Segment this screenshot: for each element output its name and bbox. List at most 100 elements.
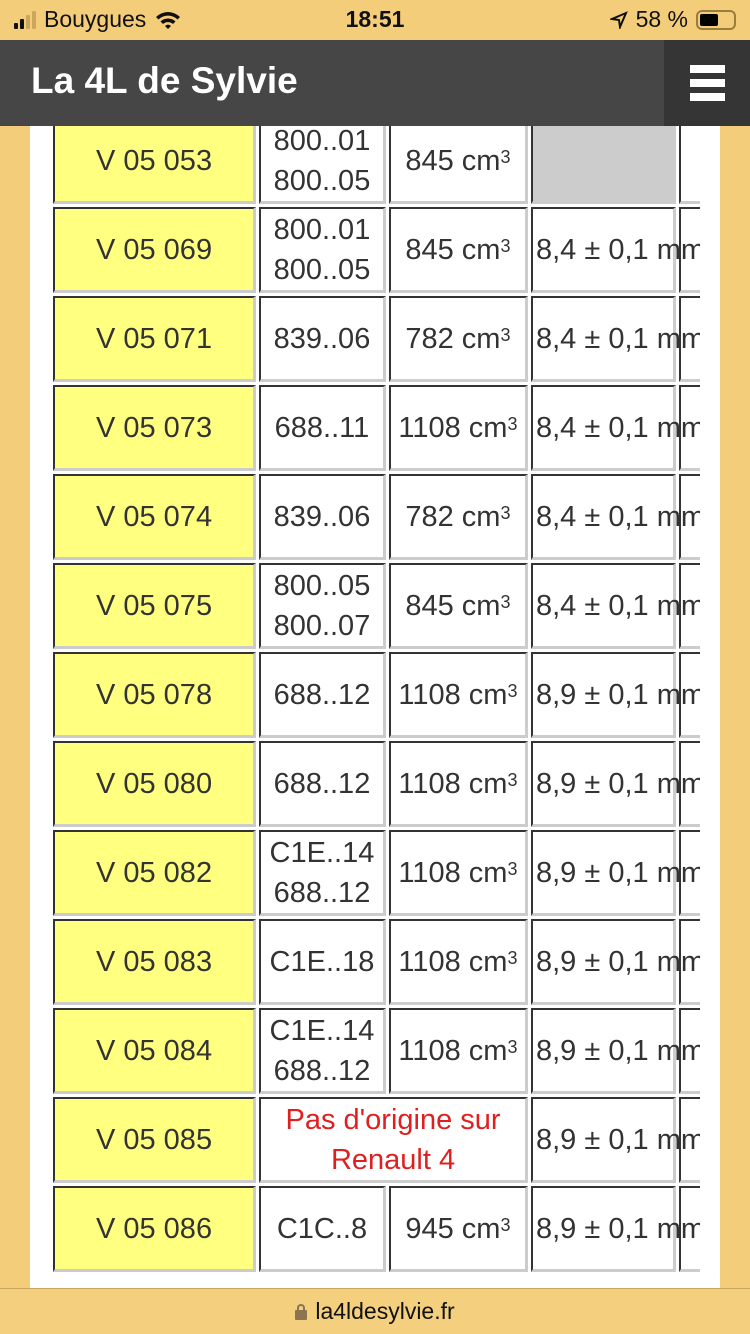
next-column-cell: 1 bbox=[679, 652, 700, 738]
code-cell: V 05 075 bbox=[53, 563, 257, 649]
gap-cell: 8,4 ± 0,1 mm bbox=[531, 207, 700, 293]
unit-exponent: 3 bbox=[507, 858, 518, 879]
displacement: 782 cm bbox=[405, 500, 501, 533]
next-column-cell: 0, bbox=[679, 830, 700, 916]
engine-type-cell: C1E..14 688..12 bbox=[259, 1008, 386, 1094]
next-column-cell: 1 bbox=[679, 1097, 700, 1183]
displacement-cell: 945 cm3 bbox=[388, 1186, 528, 1272]
engine-type-cell: 800..05 800..07 bbox=[259, 563, 386, 649]
code-cell: V 05 069 bbox=[53, 207, 257, 293]
next-column-cell: 1, bbox=[679, 1186, 700, 1272]
unit-exponent: 3 bbox=[500, 146, 511, 167]
code-cell: V 05 082 bbox=[53, 830, 257, 916]
engine-type-cell: C1C..8 bbox=[259, 1186, 386, 1272]
clock: 18:51 bbox=[345, 6, 405, 32]
code-cell: V 05 086 bbox=[53, 1186, 257, 1272]
status-bar: Bouygues 18:51 58 % bbox=[0, 0, 750, 40]
displacement: 782 cm bbox=[405, 322, 501, 355]
gap-cell: 8,9 ± 0,1 mm bbox=[531, 1097, 700, 1183]
url-bar[interactable]: la4ldesylvie.fr bbox=[0, 1288, 750, 1334]
gap-cell: 8,4 ± 0,1 mm bbox=[531, 563, 700, 649]
unit-exponent: 3 bbox=[500, 1214, 511, 1235]
engine-type-cell: 800..01 800..05 bbox=[259, 207, 386, 293]
table-row: V 05 085 Pas d'origine sur Renault 4 8,9 ±… bbox=[53, 1097, 700, 1183]
displacement-cell: 782 cm3 bbox=[388, 474, 528, 560]
displacement: 845 cm bbox=[405, 144, 501, 177]
table-row: V 05 084 C1E..14 688..12 1108 cm3 8,9 ± 0,1 … bbox=[53, 1008, 700, 1094]
unit-exponent: 3 bbox=[500, 502, 511, 523]
next-column-cell: 0, bbox=[679, 563, 700, 649]
code-cell: V 05 053 bbox=[53, 118, 257, 204]
engine-type-cell: 839..06 bbox=[259, 296, 386, 382]
table-row: V 05 075 800..05 800..07 845 cm3 8,4 ± 0,1 m… bbox=[53, 563, 700, 649]
unit-exponent: 3 bbox=[500, 235, 511, 256]
engine-type: 800..01 bbox=[273, 213, 371, 246]
engine-type-cell: 688..12 bbox=[259, 652, 386, 738]
code-cell: V 05 080 bbox=[53, 741, 257, 827]
gap-cell: 8,4 ± 0,1 mm bbox=[531, 385, 700, 471]
lock-icon bbox=[295, 1303, 308, 1320]
note-cell: Pas d'origine sur Renault 4 bbox=[259, 1097, 528, 1183]
next-column-cell: 0, bbox=[679, 296, 700, 382]
displacement: 1108 cm bbox=[398, 856, 508, 889]
displacement-cell: 1108 cm3 bbox=[388, 385, 528, 471]
engine-type: 800..05 bbox=[273, 253, 371, 286]
displacement-cell: 845 cm3 bbox=[388, 118, 528, 204]
unit-exponent: 3 bbox=[507, 413, 518, 434]
code-cell: V 05 084 bbox=[53, 1008, 257, 1094]
code-cell: V 05 083 bbox=[53, 919, 257, 1005]
gap-cell: 8,4 ± 0,1 mm bbox=[531, 296, 700, 382]
engine-type: 688..12 bbox=[273, 678, 371, 711]
displacement-cell: 1108 cm3 bbox=[388, 830, 528, 916]
code-cell: V 05 071 bbox=[53, 296, 257, 382]
displacement-cell: 1108 cm3 bbox=[388, 1008, 528, 1094]
next-column-cell: 0 bbox=[679, 474, 700, 560]
engine-type: C1E..14 bbox=[269, 1014, 375, 1047]
displacement: 845 cm bbox=[405, 233, 501, 266]
gap-cell: 8,4 ± 0,1 mm bbox=[531, 474, 700, 560]
gap-cell: 8,9 ± 0,1 mm bbox=[531, 741, 700, 827]
next-column-cell: 0, bbox=[679, 207, 700, 293]
next-column-cell: 1 bbox=[679, 741, 700, 827]
gap-cell: 8,9 ± 0,1 mm bbox=[531, 919, 700, 1005]
wifi-icon bbox=[156, 11, 181, 29]
unit-exponent: 3 bbox=[507, 947, 518, 968]
engine-type: 800..07 bbox=[273, 609, 371, 642]
displacement-cell: 1108 cm3 bbox=[388, 919, 528, 1005]
site-header: La 4L de Sylvie bbox=[0, 40, 750, 126]
code-cell: V 05 085 bbox=[53, 1097, 257, 1183]
engine-type-cell: 688..12 bbox=[259, 741, 386, 827]
displacement: 1108 cm bbox=[398, 1034, 508, 1067]
displacement: 845 cm bbox=[405, 589, 501, 622]
displacement-cell: 1108 cm3 bbox=[388, 652, 528, 738]
site-title[interactable]: La 4L de Sylvie bbox=[31, 60, 298, 101]
displacement: 1108 cm bbox=[398, 767, 508, 800]
displacement: 1108 cm bbox=[398, 678, 508, 711]
hamburger-icon[interactable] bbox=[664, 40, 750, 126]
location-arrow-icon bbox=[609, 10, 628, 29]
engine-type: 800..05 bbox=[273, 569, 371, 602]
battery-icon bbox=[696, 9, 736, 30]
battery-percent: 58 % bbox=[635, 6, 688, 32]
next-column-cell: 0, bbox=[679, 118, 700, 204]
engine-type-cell: 688..11 bbox=[259, 385, 386, 471]
gap-cell: 8,9 ± 0,1 mm bbox=[531, 652, 700, 738]
engine-type: 688..11 bbox=[274, 411, 370, 444]
table-row: V 05 053 800..01 800..05 845 cm3 0, bbox=[53, 118, 700, 204]
displacement-cell: 782 cm3 bbox=[388, 296, 528, 382]
code-cell: V 05 074 bbox=[53, 474, 257, 560]
unit-exponent: 3 bbox=[500, 591, 511, 612]
displacement: 1108 cm bbox=[398, 411, 508, 444]
engine-type-cell: 839..06 bbox=[259, 474, 386, 560]
unit-exponent: 3 bbox=[500, 324, 511, 345]
unit-exponent: 3 bbox=[507, 1036, 518, 1057]
